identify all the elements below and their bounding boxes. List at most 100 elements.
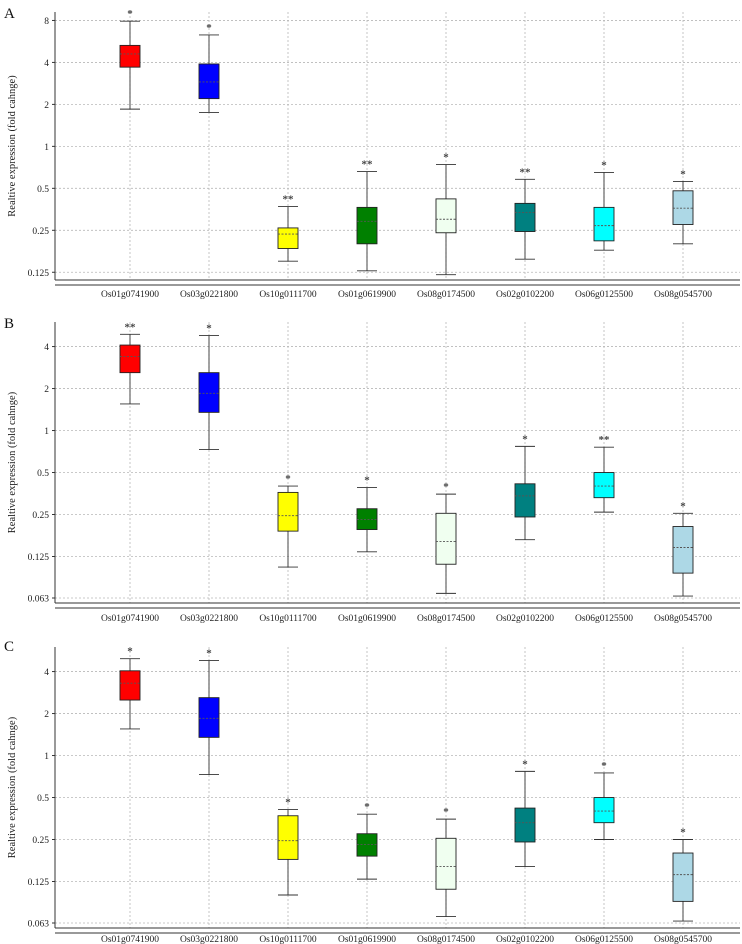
y-tick-label: 4 bbox=[44, 343, 49, 353]
x-tick-label: Os08g0545700 bbox=[654, 290, 712, 300]
x-tick-label: Os08g0545700 bbox=[654, 614, 712, 624]
y-tick-label: 0.25 bbox=[32, 836, 49, 846]
significance-label: * bbox=[680, 500, 686, 512]
y-tick-label: 0.125 bbox=[28, 878, 50, 888]
x-tick-label: Os01g0619900 bbox=[338, 290, 396, 300]
y-tick-label: 0.5 bbox=[37, 185, 49, 195]
x-tick-label: Os03g0221800 bbox=[180, 614, 238, 624]
box-iqr bbox=[672, 190, 694, 225]
x-tick-label: Os08g0174500 bbox=[417, 290, 475, 300]
box-os03g0221800: * bbox=[198, 648, 220, 776]
x-tick-label: Os03g0221800 bbox=[180, 290, 238, 300]
y-tick-label: 1 bbox=[44, 427, 49, 437]
box-iqr bbox=[593, 472, 615, 499]
significance-label: * bbox=[443, 806, 449, 818]
x-tick-label: Os08g0174500 bbox=[417, 935, 475, 944]
box-os02g0102200: * bbox=[514, 758, 536, 867]
box-iqr bbox=[356, 206, 378, 245]
significance-label: ** bbox=[520, 166, 532, 178]
box-iqr bbox=[277, 227, 299, 249]
x-tick-label: Os01g0619900 bbox=[338, 614, 396, 624]
box-iqr bbox=[198, 697, 220, 738]
box-iqr bbox=[198, 63, 220, 100]
significance-label: * bbox=[285, 473, 291, 485]
y-tick-label: 4 bbox=[44, 668, 49, 678]
box-os01g0741900: * bbox=[119, 8, 141, 110]
box-os01g0619900: * bbox=[356, 475, 378, 553]
significance-label: * bbox=[206, 323, 212, 335]
box-os03g0221800: * bbox=[198, 323, 220, 451]
y-tick-label: 0.25 bbox=[32, 511, 49, 521]
box-os01g0741900: * bbox=[119, 646, 141, 730]
y-tick-label: 0.5 bbox=[37, 794, 49, 804]
box-os08g0545700: * bbox=[672, 827, 694, 922]
significance-label: * bbox=[522, 758, 528, 770]
y-axis-label: Realtive expression (fold cahnge) bbox=[7, 391, 18, 533]
significance-label: * bbox=[127, 8, 133, 20]
significance-label: * bbox=[206, 648, 212, 660]
chart-panel-a: A Realtive expression (fold cahnge) 8 4 2 1 0.… bbox=[4, 6, 740, 300]
chart-panel-b: B Realtive expression (fold cahnge) 4 2 1 0.5… bbox=[4, 316, 740, 624]
x-tick-label: Os03g0221800 bbox=[180, 935, 238, 944]
significance-label: ** bbox=[125, 321, 137, 333]
box-os08g0174500: * bbox=[435, 481, 457, 594]
y-tick-label: 0.25 bbox=[32, 227, 49, 237]
box-iqr bbox=[119, 44, 141, 68]
y-axis-label: Realtive expression (fold cahnge) bbox=[7, 75, 18, 217]
x-tick-label: Os08g0174500 bbox=[417, 614, 475, 624]
y-tick-label: 1 bbox=[44, 752, 49, 762]
x-tick-label: Os10g0111700 bbox=[259, 614, 317, 624]
y-tick-label: 2 bbox=[44, 710, 49, 720]
y-tick-label: 0.125 bbox=[28, 269, 50, 279]
significance-label: * bbox=[522, 433, 528, 445]
box-os06g0125500: ** bbox=[593, 434, 615, 513]
box-os08g0545700: * bbox=[672, 168, 694, 245]
box-iqr bbox=[119, 670, 141, 701]
box-iqr bbox=[356, 833, 378, 857]
significance-label: * bbox=[680, 168, 686, 180]
box-os10g0111700: ** bbox=[277, 194, 299, 262]
y-tick-label: 2 bbox=[44, 385, 49, 395]
y-tick-label: 0.063 bbox=[28, 919, 50, 929]
x-tick-label: Os01g0741900 bbox=[101, 935, 159, 944]
y-axis-label: Realtive expression (fold cahnge) bbox=[7, 716, 18, 858]
panel-label: C bbox=[4, 639, 14, 655]
box-iqr bbox=[593, 797, 615, 824]
box-iqr bbox=[277, 491, 299, 532]
x-tick-label: Os06g0125500 bbox=[575, 290, 633, 300]
x-tick-label: Os10g0111700 bbox=[259, 290, 317, 300]
box-os03g0221800: * bbox=[198, 22, 220, 113]
box-iqr bbox=[435, 837, 457, 890]
box-os06g0125500: * bbox=[593, 159, 615, 251]
box-os10g0111700: * bbox=[277, 473, 299, 568]
y-tick-label: 0.125 bbox=[28, 553, 50, 563]
box-os02g0102200: ** bbox=[514, 166, 536, 260]
box-iqr bbox=[514, 483, 536, 518]
x-tick-label: Os06g0125500 bbox=[575, 614, 633, 624]
box-iqr bbox=[435, 512, 457, 565]
y-tick-label: 0.5 bbox=[37, 469, 49, 479]
x-tick-label: Os01g0741900 bbox=[101, 290, 159, 300]
x-tick-label: Os06g0125500 bbox=[575, 935, 633, 944]
panel-label: B bbox=[4, 316, 14, 332]
box-iqr bbox=[672, 852, 694, 902]
significance-label: ** bbox=[283, 194, 295, 206]
box-iqr bbox=[198, 372, 220, 413]
significance-label: * bbox=[285, 797, 291, 809]
y-tick-label: 2 bbox=[44, 101, 49, 111]
x-tick-label: Os02g0102200 bbox=[496, 290, 554, 300]
box-iqr bbox=[435, 198, 457, 234]
box-iqr bbox=[514, 807, 536, 843]
significance-label: * bbox=[443, 481, 449, 493]
y-tick-label: 8 bbox=[44, 17, 49, 27]
significance-label: * bbox=[443, 152, 449, 164]
significance-label: * bbox=[680, 827, 686, 839]
box-iqr bbox=[356, 508, 378, 531]
box-os08g0545700: * bbox=[672, 500, 694, 597]
x-tick-label: Os01g0619900 bbox=[338, 935, 396, 944]
box-iqr bbox=[593, 206, 615, 242]
box-os08g0174500: * bbox=[435, 806, 457, 918]
panel-label: A bbox=[4, 6, 15, 22]
significance-label: * bbox=[601, 159, 607, 171]
box-os01g0619900: ** bbox=[356, 159, 378, 272]
